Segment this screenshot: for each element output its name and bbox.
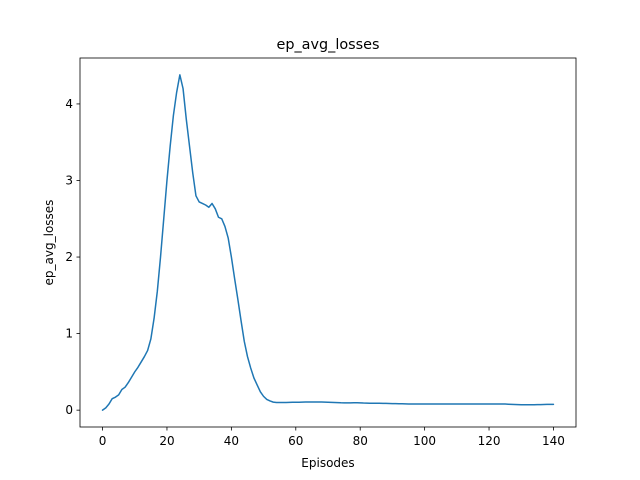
x-axis-label: Episodes	[301, 456, 354, 470]
y-tick-label: 4	[65, 97, 73, 111]
y-tick-label: 3	[65, 173, 73, 187]
x-tick-label: 40	[224, 434, 239, 448]
y-axis-label: ep_avg_losses	[42, 200, 56, 286]
x-tick-label: 0	[99, 434, 107, 448]
x-axis-ticks: 0 20 40 60 80 100 120 140	[99, 427, 565, 448]
plot-area-frame	[79, 57, 577, 428]
y-tick-label: 2	[65, 250, 73, 264]
x-tick-label: 140	[542, 434, 565, 448]
x-tick-label: 60	[288, 434, 303, 448]
y-tick-label: 0	[65, 403, 73, 417]
x-tick-label: 20	[159, 434, 174, 448]
y-tick-label: 1	[65, 327, 73, 341]
loss-series-line	[101, 74, 555, 411]
chart-title: ep_avg_losses	[277, 37, 380, 53]
x-tick-label: 100	[413, 434, 436, 448]
x-tick-label: 120	[478, 434, 501, 448]
x-tick-label: 80	[353, 434, 368, 448]
y-axis-ticks: 0 1 2 3 4	[65, 97, 80, 417]
